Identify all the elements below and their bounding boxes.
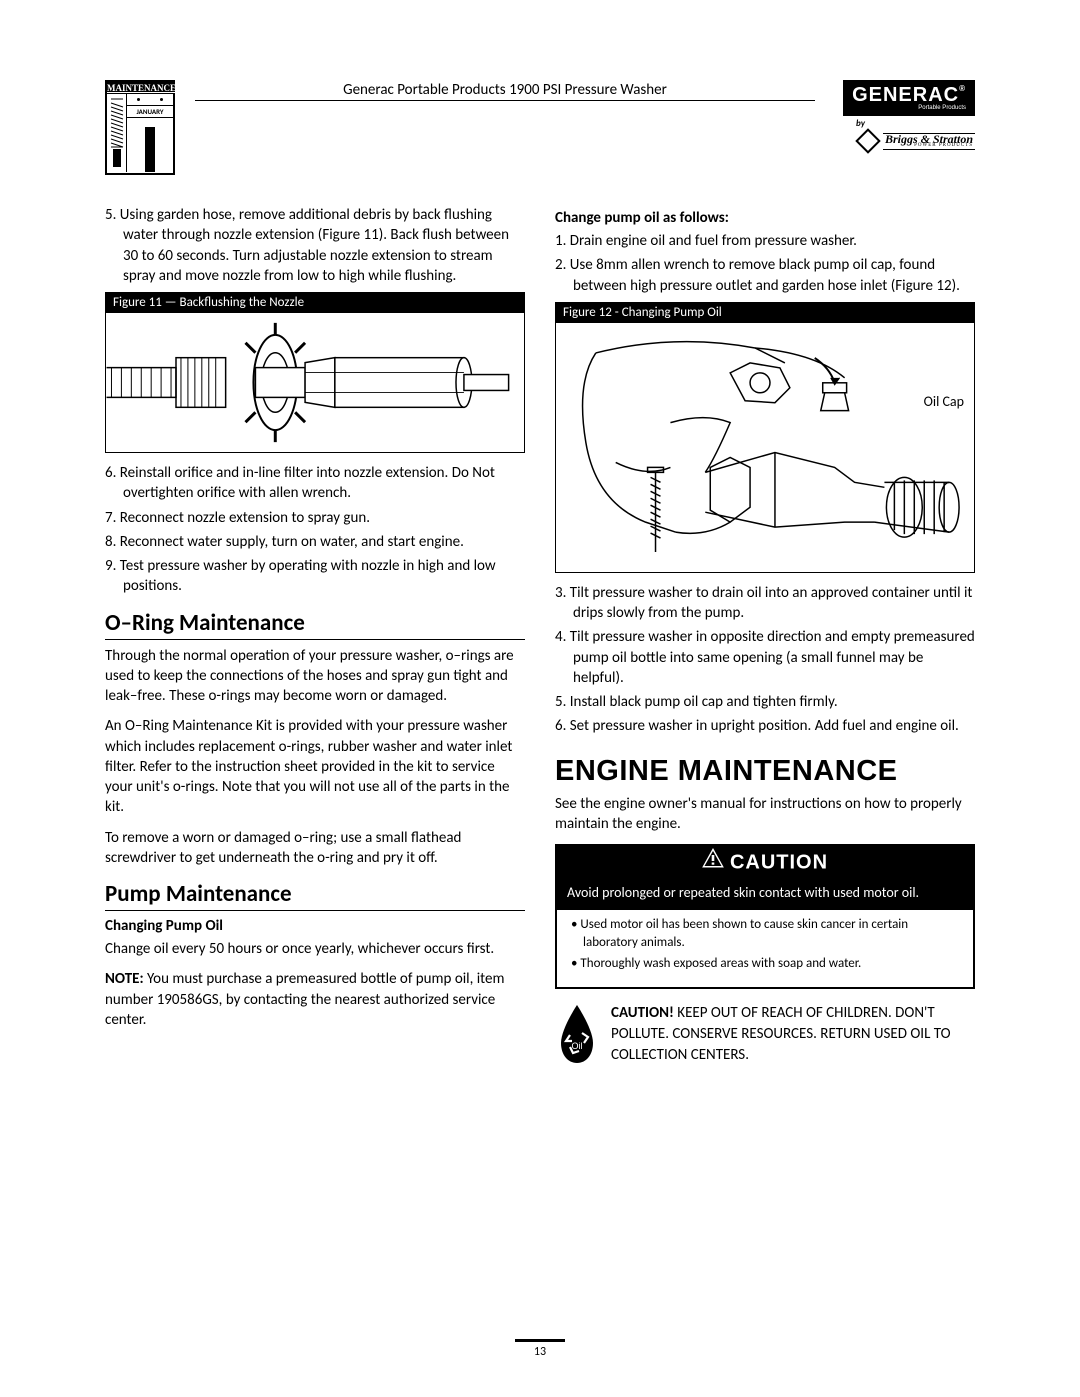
pump-sub: Changing Pump Oil — [105, 917, 525, 935]
oring-heading: O–Ring Maintenance — [105, 609, 525, 640]
figure-11 — [105, 313, 525, 453]
right-column: Change pump oil as follows: 1. Drain eng… — [555, 205, 975, 1070]
rstep-5: 5. Install black pump oil cap and tighte… — [555, 692, 975, 712]
briggs-stratton-logo: Briggs & StrattonPOWER PRODUCTS — [859, 131, 975, 150]
step-7: 7. Reconnect nozzle extension to spray g… — [105, 508, 525, 528]
figure-12-caption: Figure 12 - Changing Pump Oil — [555, 302, 975, 323]
change-sub: Change pump oil as follows: — [555, 209, 975, 227]
generac-logo: GENERAC® — [843, 80, 975, 116]
step-6: 6. Reinstall orifice and in-line filter … — [105, 463, 525, 504]
calendar-icon: JANUARY — [127, 94, 173, 172]
oring-p3: To remove a worn or damaged o–ring; use … — [105, 828, 525, 869]
rstep-3: 3. Tilt pressure washer to drain oil int… — [555, 583, 975, 624]
pump-p1: Change oil every 50 hours or once yearly… — [105, 939, 525, 959]
oil-caution-block: Oil CAUTION! KEEP OUT OF REACH OF CHILDR… — [555, 1003, 975, 1070]
oring-p1: Through the normal operation of your pre… — [105, 646, 525, 707]
caution-triangle-icon — [702, 848, 724, 874]
page-header: MAINTENANCE JANUARY Generac Portable Pro… — [105, 80, 975, 175]
caution-bullets: Used motor oil has been shown to cause s… — [557, 910, 973, 987]
step-9: 9. Test pressure washer by operating wit… — [105, 556, 525, 597]
step-5: 5. Using garden hose, remove additional … — [105, 205, 525, 286]
left-column: 5. Using garden hose, remove additional … — [105, 205, 525, 1070]
caution-subtext: Avoid prolonged or repeated skin contact… — [557, 880, 973, 910]
caution-b2: Thoroughly wash exposed areas with soap … — [571, 955, 959, 973]
oil-caution-text: CAUTION! KEEP OUT OF REACH OF CHILDREN. … — [611, 1003, 975, 1066]
engine-heading: Engine Maintenance — [555, 755, 975, 788]
steps-list-b: 6. Reinstall orifice and in-line filter … — [105, 463, 525, 597]
content-columns: 5. Using garden hose, remove additional … — [105, 205, 975, 1070]
pump-note: NOTE: You must purchase a premeasured bo… — [105, 969, 525, 1030]
rstep-2: 2. Use 8mm allen wrench to remove black … — [555, 255, 975, 296]
caution-b1: Used motor oil has been shown to cause s… — [571, 916, 959, 951]
maintenance-badge-title: MAINTENANCE — [107, 82, 173, 94]
svg-text:Oil: Oil — [572, 1041, 583, 1051]
rstep-4: 4. Tilt pressure washer in opposite dire… — [555, 627, 975, 688]
step-8: 8. Reconnect water supply, turn on water… — [105, 532, 525, 552]
figure-11-caption: Figure 11 — Backflushing the Nozzle — [105, 292, 525, 313]
logo-block: GENERAC® by Briggs & StrattonPOWER PRODU… — [825, 80, 975, 150]
page-number: 13 — [534, 1345, 546, 1359]
page-title: Generac Portable Products 1900 PSI Press… — [195, 77, 815, 101]
steps-list-a: 5. Using garden hose, remove additional … — [105, 205, 525, 286]
change-steps-b: 3. Tilt pressure washer to drain oil int… — [555, 583, 975, 737]
page-rule — [515, 1339, 565, 1342]
by-text: by — [825, 118, 975, 129]
pump-heading: Pump Maintenance — [105, 880, 525, 911]
caution-header: CAUTION — [557, 846, 973, 880]
oil-cap-label: Oil Cap — [924, 393, 964, 410]
spring-icon — [107, 94, 127, 172]
caution-box: CAUTION Avoid prolonged or repeated skin… — [555, 844, 975, 989]
change-steps-a: 1. Drain engine oil and fuel from pressu… — [555, 231, 975, 296]
oring-p2: An O–Ring Maintenance Kit is provided wi… — [105, 716, 525, 817]
rstep-6: 6. Set pressure washer in upright positi… — [555, 716, 975, 736]
engine-p1: See the engine owner's manual for instru… — [555, 794, 975, 835]
maintenance-badge: MAINTENANCE JANUARY — [105, 80, 175, 175]
oil-recycle-icon: Oil — [555, 1003, 599, 1070]
figure-12: Oil Cap — [555, 323, 975, 573]
rstep-1: 1. Drain engine oil and fuel from pressu… — [555, 231, 975, 251]
